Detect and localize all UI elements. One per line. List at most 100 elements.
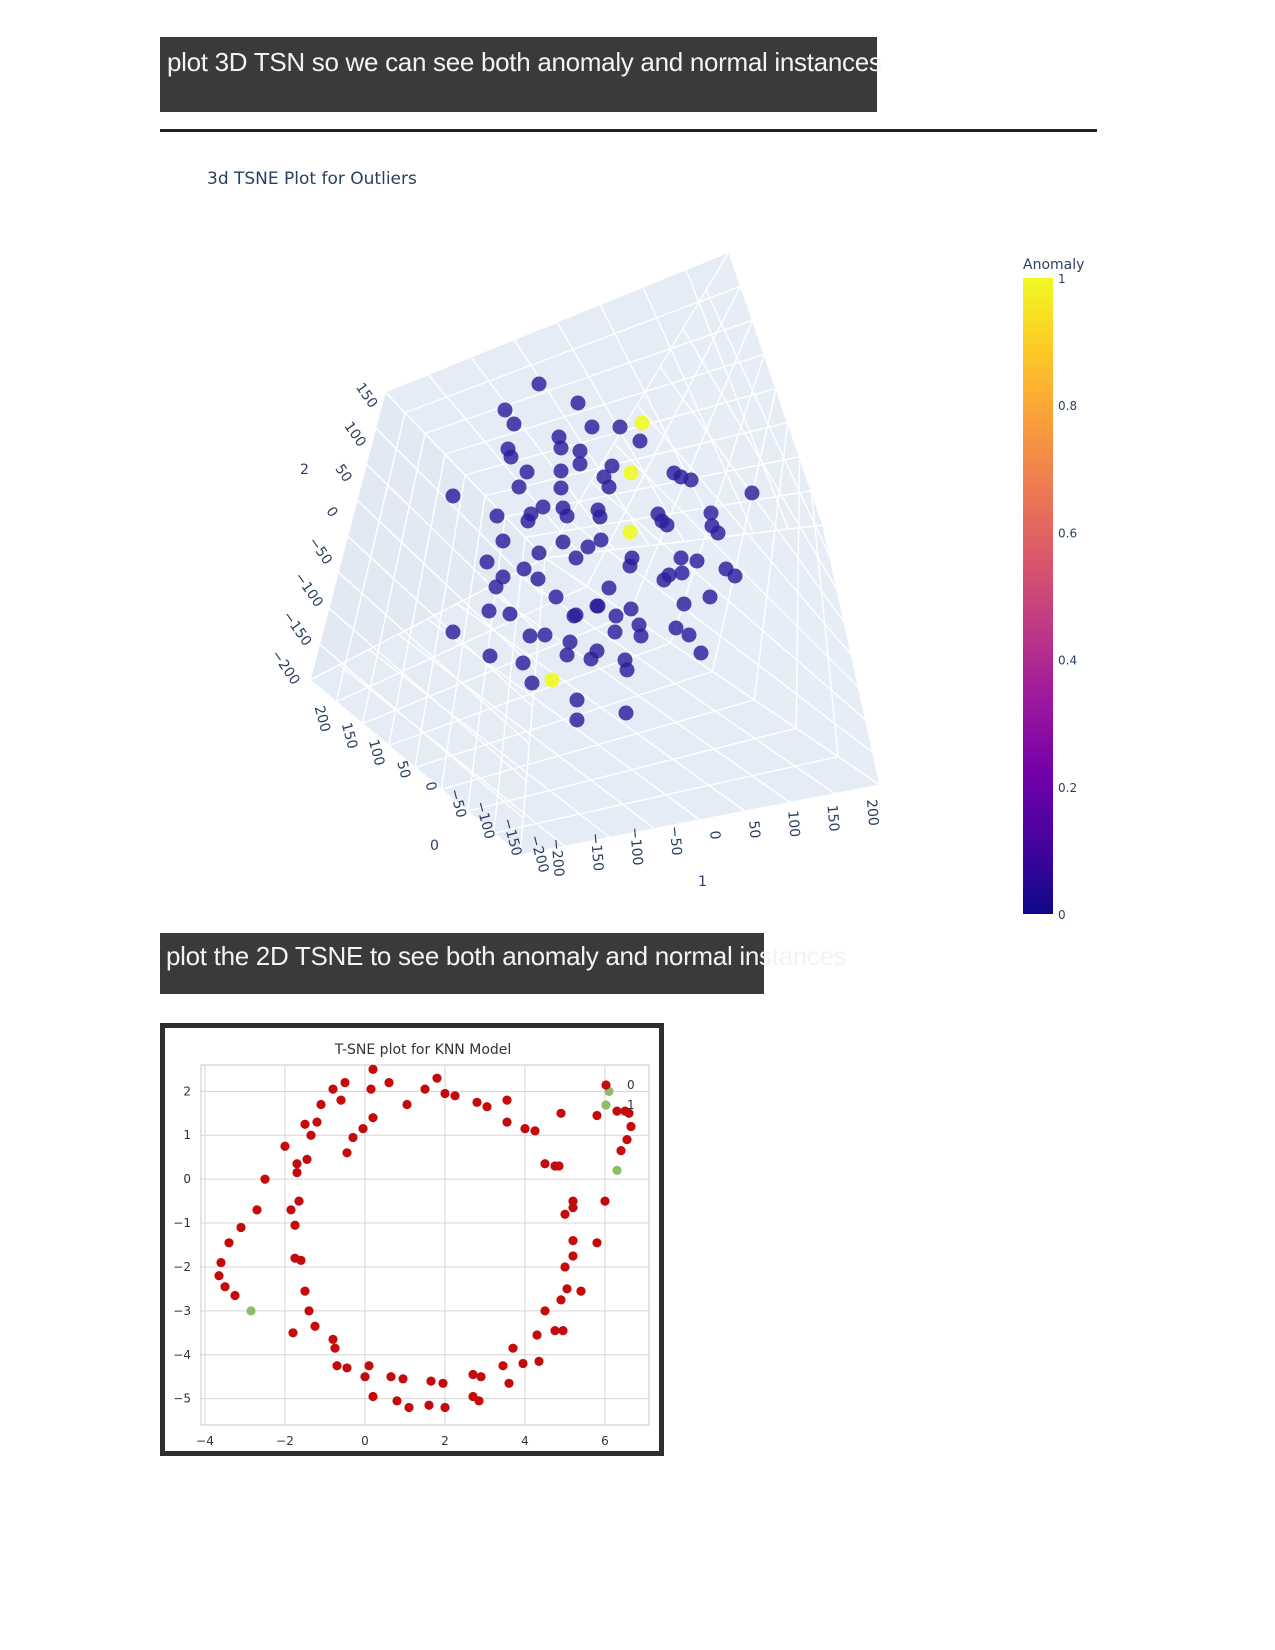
normal-point (524, 675, 540, 691)
knn-normal-point (432, 1073, 442, 1083)
colorbar-tick: 0.6 (1058, 526, 1077, 540)
knn-normal-point (368, 1064, 378, 1074)
normal-point (604, 458, 620, 474)
scatter-3d-markers (445, 376, 760, 728)
knn-normal-point (358, 1124, 368, 1134)
knn-normal-point (568, 1203, 578, 1213)
normal-point (589, 643, 605, 659)
normal-point (618, 705, 634, 721)
knn-normal-point (286, 1205, 296, 1215)
knn-normal-point (280, 1141, 290, 1151)
knn-scatter-markers (214, 1064, 636, 1413)
normal-point (497, 402, 513, 418)
colorbar-title: Anomaly (1023, 257, 1084, 273)
knn-normal-point (616, 1146, 626, 1156)
colorbar (1023, 278, 1053, 914)
knn-anomaly-point (612, 1165, 622, 1175)
axis-label-z: 2 (300, 462, 309, 478)
normal-point (511, 479, 527, 495)
normal-point (608, 608, 624, 624)
knn-normal-point (330, 1343, 340, 1353)
knn-normal-point (482, 1102, 492, 1112)
tick-x0: −200 (547, 838, 566, 878)
knn-normal-point (260, 1174, 270, 1184)
colorbar-tick: 0 (1058, 908, 1066, 920)
knn-normal-point (384, 1077, 394, 1088)
normal-point (568, 607, 584, 623)
normal-point (516, 561, 532, 577)
tick-x3: −50 (666, 825, 685, 856)
knn-normal-point (568, 1251, 578, 1261)
colorbar-ticks: 1 0.8 0.6 0.4 0.2 0 (1058, 272, 1077, 920)
normal-point (601, 580, 617, 596)
knn-normal-point (302, 1154, 312, 1164)
knn-x-tick: −4 (196, 1434, 214, 1448)
normal-point (515, 655, 531, 671)
knn-normal-point (220, 1282, 230, 1292)
knn-normal-point (626, 1121, 636, 1132)
tick-x8: 200 (863, 799, 881, 827)
anomaly-point (622, 524, 638, 540)
colorbar-tick: 0.8 (1058, 399, 1077, 413)
colorbar-tick: 0.4 (1058, 654, 1077, 668)
knn-normal-point (532, 1330, 542, 1340)
normal-point (683, 472, 699, 488)
knn-normal-point (420, 1084, 430, 1094)
normal-point (519, 464, 535, 480)
knn-normal-point (554, 1161, 564, 1171)
knn-normal-point (312, 1117, 322, 1127)
normal-point (522, 628, 538, 644)
normal-point (503, 449, 519, 465)
markdown-heading-3d: plot 3D TSN so we can see both anomaly a… (160, 37, 882, 112)
normal-point (593, 532, 609, 548)
knn-normal-point (520, 1124, 530, 1134)
tick-z4: −50 (305, 534, 335, 567)
knn-normal-point (426, 1376, 436, 1386)
knn-normal-point (624, 1108, 634, 1118)
normal-point (703, 505, 719, 521)
knn-normal-point (550, 1326, 560, 1336)
knn-x-tick: 0 (361, 1434, 369, 1448)
knn-x-tick: 6 (601, 1434, 609, 1448)
knn-normal-point (472, 1097, 482, 1107)
knn-normal-point (316, 1099, 326, 1110)
tsne-2d-plot[interactable]: T-SNE plot for KNN Model −4 −2 0 2 4 6 2 1 0 −1 −2… (165, 1028, 659, 1451)
knn-plot-title: T-SNE plot for KNN Model (334, 1042, 512, 1058)
tick-x1: −150 (587, 832, 606, 872)
heading-3d-text: plot 3D TSN so we can see both anomaly a… (167, 47, 882, 77)
normal-point (727, 568, 743, 584)
normal-point (590, 598, 606, 614)
normal-point (445, 488, 461, 504)
normal-point (506, 416, 522, 432)
knn-normal-point (474, 1396, 484, 1406)
normal-point (693, 645, 709, 661)
normal-point (559, 647, 575, 663)
knn-y-tick: 2 (183, 1084, 191, 1098)
knn-normal-point (294, 1196, 304, 1206)
knn-normal-point (252, 1205, 262, 1215)
knn-y-tick: −3 (173, 1304, 191, 1318)
knn-normal-point (476, 1372, 486, 1382)
knn-normal-point (568, 1196, 578, 1206)
normal-point (537, 627, 553, 643)
knn-normal-point (560, 1262, 570, 1272)
heading-2d-text: plot the 2D TSNE to see both anomaly and… (166, 941, 847, 971)
knn-normal-point (332, 1361, 342, 1371)
tsne-3d-plot[interactable]: 3d TSNE Plot for Outliers 150100500−50−1… (160, 150, 1100, 920)
knn-legend-label: 0 (627, 1078, 635, 1092)
knn-normal-point (622, 1135, 632, 1145)
normal-point (673, 550, 689, 566)
tick-z5: −100 (291, 570, 326, 611)
tick-z7: −200 (268, 647, 303, 688)
normal-point (553, 463, 569, 479)
normal-point (612, 419, 628, 435)
normal-point (488, 579, 504, 595)
knn-normal-point (534, 1356, 544, 1366)
knn-axes-frame (200, 1064, 650, 1426)
normal-point (559, 508, 575, 524)
knn-y-tick: 0 (183, 1172, 191, 1186)
knn-normal-point (504, 1378, 514, 1388)
tick-y5: −50 (446, 787, 469, 820)
normal-point (445, 624, 461, 640)
knn-legend-marker (601, 1080, 611, 1090)
